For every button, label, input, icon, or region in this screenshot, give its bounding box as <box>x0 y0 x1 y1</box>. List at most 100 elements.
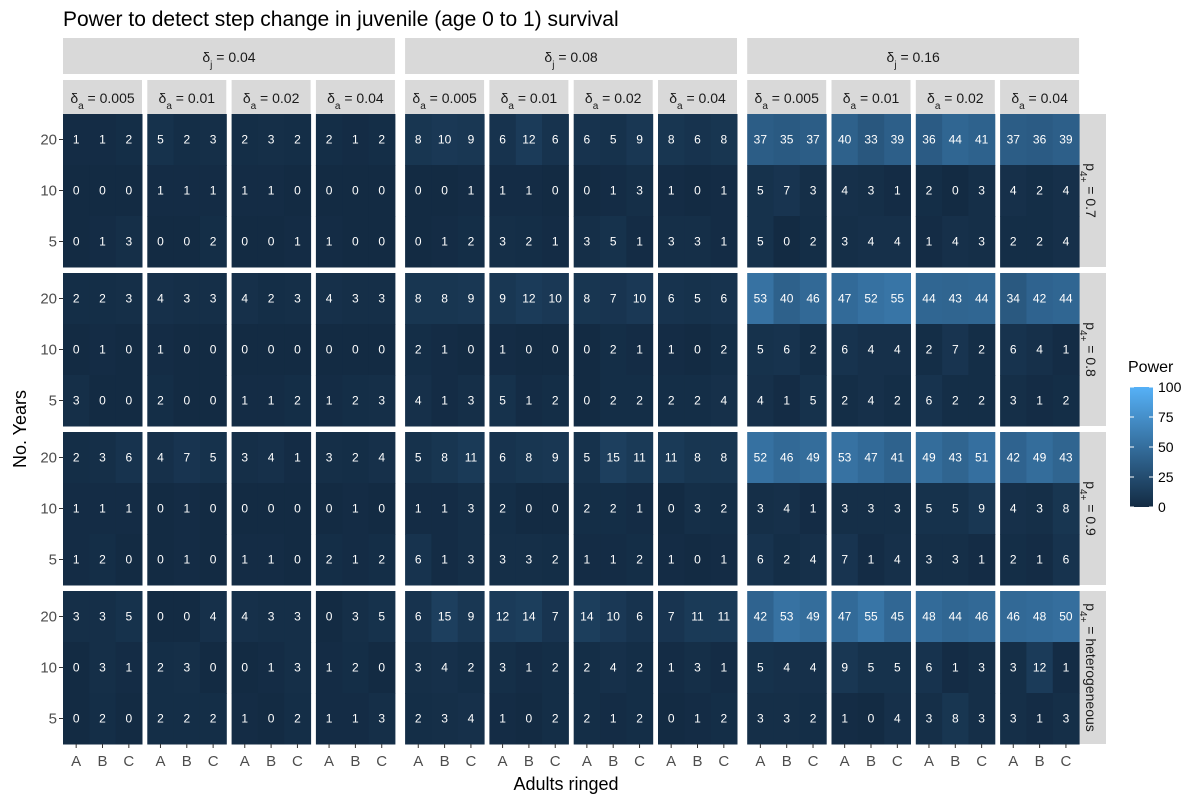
heatmap-cell <box>747 375 775 427</box>
heatmap-cell <box>710 114 738 166</box>
heatmap-cell <box>600 693 627 745</box>
heatmap-cell <box>173 216 201 268</box>
heatmap-cell <box>1026 693 1054 745</box>
cell-value-label: 2 <box>157 712 164 726</box>
x-tick-label: C <box>892 753 903 770</box>
heatmap-cell <box>173 693 201 745</box>
cell-value-label: 2 <box>73 292 80 306</box>
inner-strip <box>658 80 737 114</box>
cell-value-label: 2 <box>952 394 959 408</box>
heatmap-cell <box>626 432 654 484</box>
heatmap-cell <box>368 273 396 325</box>
cell-value-label: 1 <box>210 184 217 198</box>
heatmap-panel: 42 49 434 3 82 1 6 <box>1000 432 1080 586</box>
cell-value-label: 1 <box>294 451 301 465</box>
heatmap-cell <box>942 642 969 694</box>
cell-value-label: 5 <box>610 133 617 147</box>
heatmap-panel: 5 2 3 1 1 1 0 0 2 <box>147 114 227 268</box>
cell-value-label: 7 <box>668 610 675 624</box>
cell-value-label: 3 <box>415 661 422 675</box>
heatmap-panel: 53 40 46 5 6 2 4 1 5 <box>747 273 827 427</box>
cell-value-label: 3 <box>978 184 985 198</box>
heatmap-cell <box>773 642 801 694</box>
heatmap-cell <box>857 114 885 166</box>
heatmap-cell <box>1026 591 1054 643</box>
cell-value-label: 3 <box>468 553 475 567</box>
cell-value-label: 1 <box>468 184 475 198</box>
cell-value-label: 53 <box>780 610 794 624</box>
heatmap-cell <box>231 591 259 643</box>
cell-value-label: 0 <box>378 502 385 516</box>
heatmap-cell <box>1052 165 1080 217</box>
row-strip <box>1076 273 1106 426</box>
heatmap-panel: 2 3 2 1 1 0 0 0 1 <box>231 114 312 268</box>
heatmap-cell <box>342 642 370 694</box>
cell-value-label: 44 <box>1059 292 1073 306</box>
cell-value-label: 4 <box>894 553 901 567</box>
heatmap-panel: 47 52 55 6 4 4 2 4 2 <box>831 273 911 427</box>
heatmap-cell <box>63 114 90 166</box>
cell-value-label: 2 <box>552 553 559 567</box>
cell-value-label: 1 <box>268 184 275 198</box>
inner-strip-label: δa = 0.005 <box>755 90 820 112</box>
heatmap-cell <box>342 375 370 427</box>
cell-value-label: 4 <box>157 292 164 306</box>
cell-value-label: 3 <box>294 292 301 306</box>
cell-value-label: 11 <box>691 610 704 624</box>
cell-value-label: 52 <box>754 451 768 465</box>
cell-value-label: 4 <box>326 292 333 306</box>
cell-value-label: 1 <box>183 502 190 516</box>
heatmap-panel: 3 3 5 0 3 1 0 2 0 <box>63 591 143 745</box>
cell-value-label: 1 <box>326 661 333 675</box>
heatmap-cell <box>710 642 738 694</box>
y-tick-label: 20 <box>40 132 57 149</box>
cell-value-label: 0 <box>952 184 959 198</box>
heatmap-cell <box>1000 432 1027 484</box>
y-tick-label: 5 <box>49 393 57 410</box>
heatmap-cell <box>342 324 370 376</box>
heatmap-cell <box>773 273 801 325</box>
heatmap-cell <box>831 432 859 484</box>
heatmap-panel: 53 47 41 3 3 3 7 1 4 <box>831 432 911 586</box>
heatmap-cell <box>1026 273 1054 325</box>
cell-value-label: 2 <box>499 502 506 516</box>
heatmap-cell <box>147 693 175 745</box>
cell-value-label: 0 <box>378 661 385 675</box>
heatmap-cell <box>1052 693 1080 745</box>
heatmap-cell <box>684 165 712 217</box>
heatmap-cell <box>710 591 738 643</box>
row-strip <box>1076 591 1106 744</box>
heatmap-cell <box>63 534 90 586</box>
heatmap-panel: 8 10 90 0 10 1 2 <box>405 114 485 268</box>
heatmap-cell <box>199 642 227 694</box>
heatmap-panel: 12 14 73 1 21 0 2 <box>489 591 569 745</box>
cell-value-label: 2 <box>978 394 985 408</box>
cell-value-label: 0 <box>468 343 475 357</box>
cell-value-label: 1 <box>352 712 359 726</box>
heatmap-panel: 4 2 3 0 0 0 1 1 2 <box>231 273 312 427</box>
heatmap-cell <box>173 642 201 694</box>
heatmap-cell <box>515 642 543 694</box>
cell-value-label: 8 <box>415 133 422 147</box>
heatmap-cell <box>199 693 227 745</box>
heatmap-cell <box>542 324 569 376</box>
cell-value-label: 2 <box>978 343 985 357</box>
cell-value-label: 2 <box>468 661 475 675</box>
cell-value-label: 1 <box>526 184 533 198</box>
cell-value-label: 3 <box>1010 394 1017 408</box>
cell-value-label: 1 <box>841 712 848 726</box>
legend-tick-label: 25 <box>1158 469 1174 485</box>
heatmap-cell <box>515 534 543 586</box>
heatmap-panel: 0 0 4 2 3 0 2 2 2 <box>147 591 227 745</box>
cell-value-label: 1 <box>720 184 727 198</box>
heatmap-cell <box>915 483 943 535</box>
inner-strip-label: δa = 0.005 <box>70 90 135 112</box>
cell-value-label: 0 <box>552 184 559 198</box>
heatmap-cell <box>457 216 485 268</box>
cell-value-label: 4 <box>868 343 875 357</box>
cell-value-label: 1 <box>326 235 333 249</box>
cell-value-label: 1 <box>720 661 727 675</box>
cell-value-label: 6 <box>783 343 790 357</box>
heatmap-cell <box>884 375 911 427</box>
cell-value-label: 1 <box>183 553 190 567</box>
